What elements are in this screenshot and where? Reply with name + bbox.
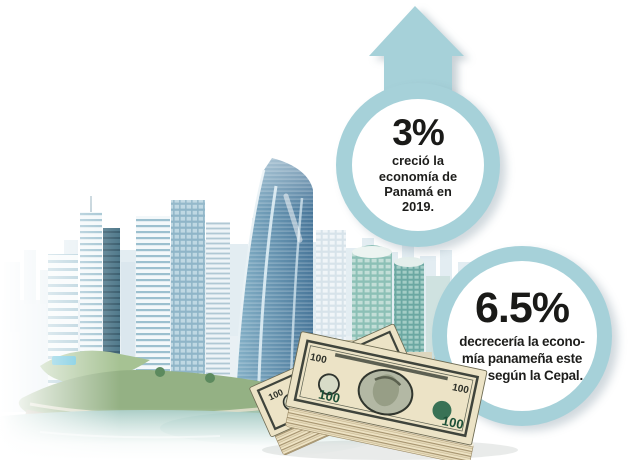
fade-left xyxy=(0,0,120,460)
stat-caption-line: decrecería la econo- xyxy=(459,334,585,350)
stat-caption-line: Panamá en xyxy=(384,184,452,200)
bill-denomination: 100 xyxy=(441,413,465,432)
stat-caption-line: economía de xyxy=(378,168,458,184)
stat-value-2020: 6.5% xyxy=(474,283,570,332)
bill-denomination: 100 xyxy=(317,387,341,406)
bill-denomination: 100 xyxy=(451,382,470,396)
stat-caption-line: mía panameña este xyxy=(461,351,583,367)
stat-caption-line: año según la Cepal. xyxy=(461,368,583,384)
stat-caption-line: 2019. xyxy=(401,199,435,215)
bill-denomination: 100 xyxy=(309,352,328,366)
bill-stack-top: 100 100 100 100 xyxy=(285,331,488,460)
